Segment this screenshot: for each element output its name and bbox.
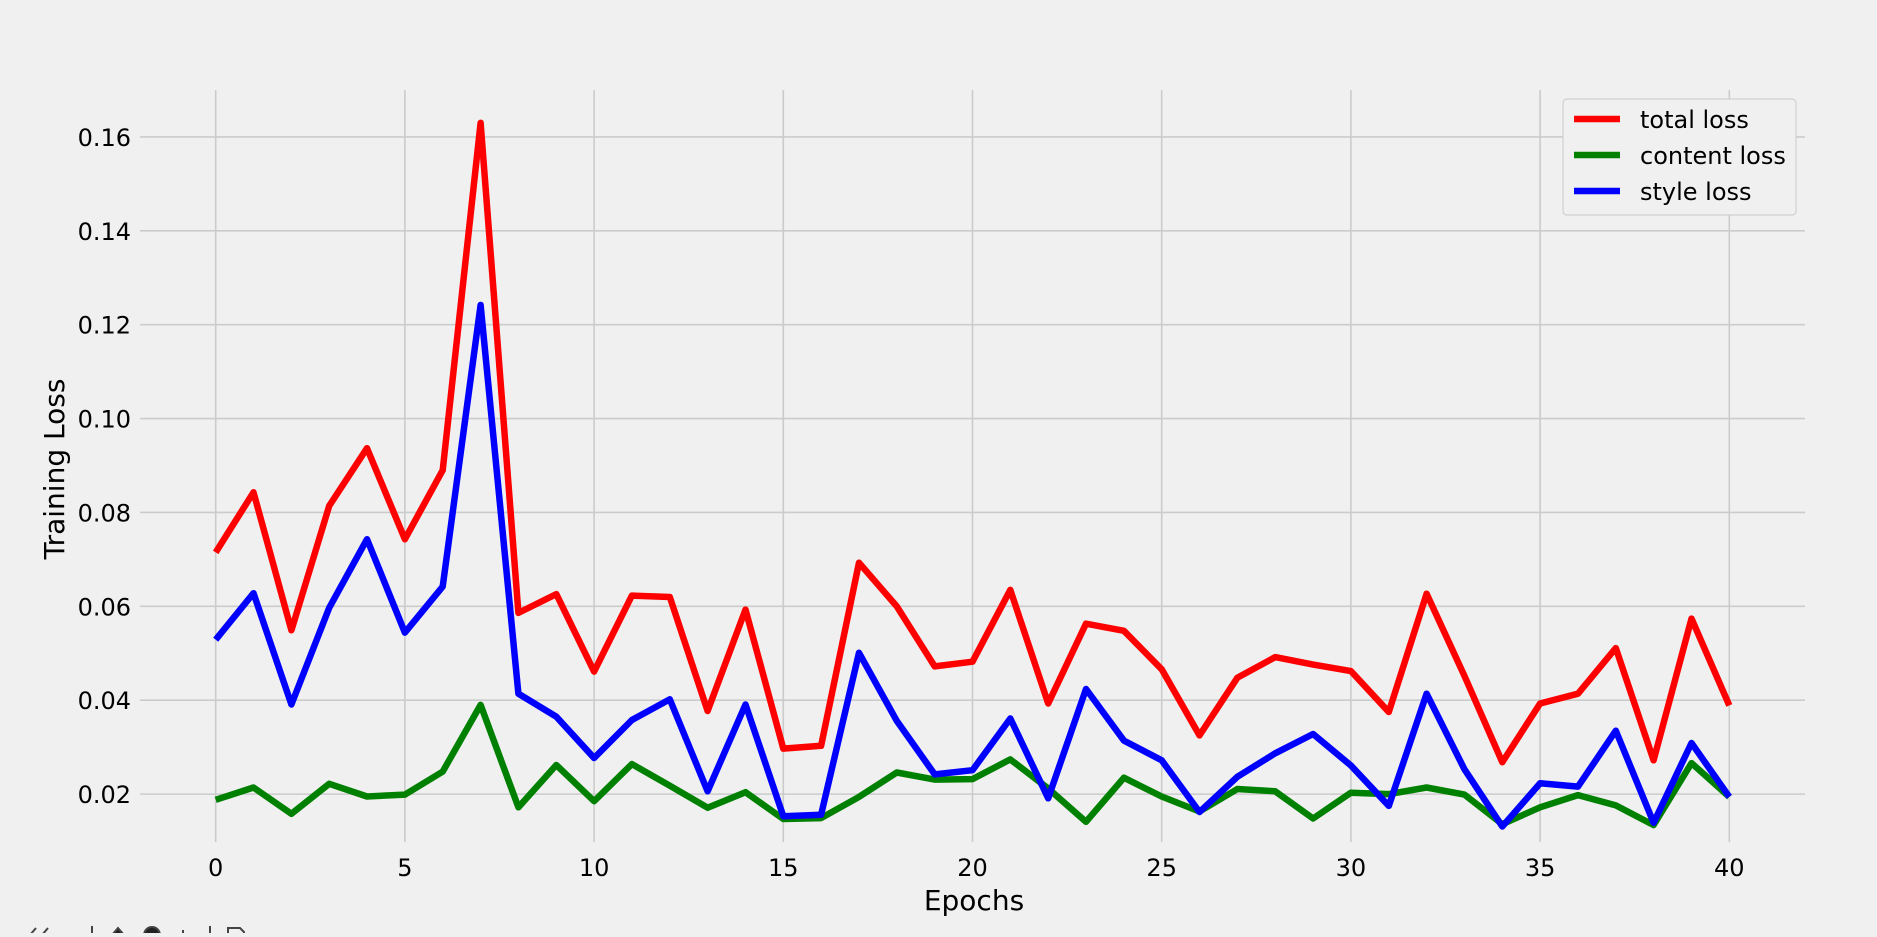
y-tick-label: 0.10 bbox=[78, 406, 131, 434]
y-tick-labels: 0.02 0.04 0.06 0.08 0.10 0.12 0.14 0.16 bbox=[78, 124, 131, 809]
series-line-style-loss bbox=[213, 301, 1732, 830]
y-axis-label: Training Loss bbox=[38, 379, 71, 561]
y-tick-label: 0.02 bbox=[78, 781, 131, 809]
move-icon[interactable] bbox=[112, 926, 124, 933]
y-tick-label: 0.16 bbox=[78, 124, 131, 152]
x-tick-label: 30 bbox=[1336, 854, 1367, 882]
y-tick-label: 0.04 bbox=[78, 687, 131, 715]
y-tick-label: 0.12 bbox=[78, 312, 131, 340]
x-tick-label: 0 bbox=[208, 854, 223, 882]
legend-label-style-loss: style loss bbox=[1640, 178, 1752, 206]
zoom-icon[interactable] bbox=[143, 926, 161, 933]
legend-label-total-loss: total loss bbox=[1640, 106, 1749, 134]
vertical-gridlines bbox=[214, 90, 1731, 842]
pan-icon[interactable] bbox=[30, 927, 49, 933]
x-tick-label: 40 bbox=[1714, 854, 1745, 882]
x-tick-label: 20 bbox=[957, 854, 988, 882]
y-tick-label: 0.14 bbox=[78, 218, 131, 246]
legend: total loss content loss style loss bbox=[1562, 98, 1797, 216]
legend-frame bbox=[1562, 98, 1797, 216]
save-icon[interactable] bbox=[227, 927, 245, 933]
y-tick-label: 0.08 bbox=[78, 499, 131, 527]
x-tick-label: 15 bbox=[768, 854, 799, 882]
series-line-content-loss bbox=[214, 701, 1732, 829]
series-line-total-loss bbox=[212, 119, 1733, 766]
legend-label-content-loss: content loss bbox=[1640, 142, 1786, 170]
x-tick-label: 35 bbox=[1525, 854, 1556, 882]
x-tick-label: 25 bbox=[1146, 854, 1177, 882]
x-tick-labels: 0 5 10 15 20 25 30 35 40 bbox=[208, 854, 1745, 882]
toolbar-strip bbox=[0, 920, 260, 933]
x-tick-label: 5 bbox=[397, 854, 412, 882]
x-axis-label: Epochs bbox=[924, 884, 1024, 917]
y-tick-label: 0.06 bbox=[78, 593, 131, 621]
series-lines bbox=[212, 119, 1733, 830]
x-tick-label: 10 bbox=[579, 854, 610, 882]
